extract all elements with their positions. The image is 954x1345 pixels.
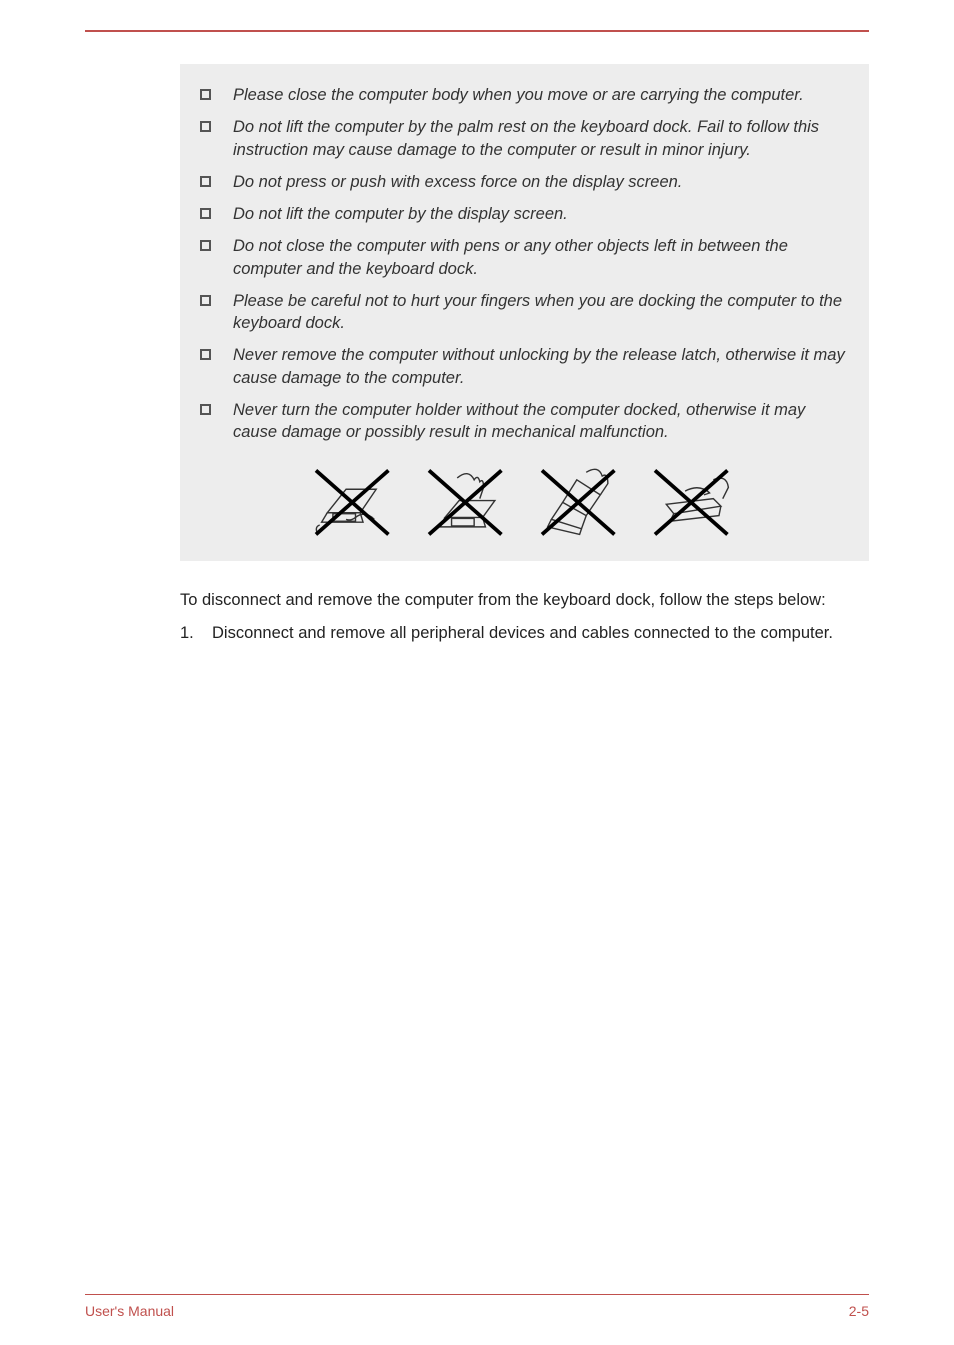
bullet-icon	[200, 349, 211, 360]
caution-text: Please close the computer body when you …	[233, 84, 849, 106]
bullet-icon	[200, 404, 211, 415]
intro-paragraph: To disconnect and remove the computer fr…	[180, 589, 869, 611]
list-item: Do not lift the computer by the display …	[200, 203, 849, 225]
step-text: Disconnect and remove all peripheral dev…	[212, 622, 869, 644]
caution-text: Do not lift the computer by the palm res…	[233, 116, 849, 161]
illustration-row	[200, 461, 849, 541]
list-item: Do not lift the computer by the palm res…	[200, 116, 849, 161]
illustration-lift-display	[534, 461, 629, 541]
caution-box: Please close the computer body when you …	[180, 64, 869, 561]
step-item: 1. Disconnect and remove all peripheral …	[180, 622, 869, 644]
list-item: Please close the computer body when you …	[200, 84, 849, 106]
step-number: 1.	[180, 622, 212, 644]
list-item: Never remove the computer without unlock…	[200, 344, 849, 389]
footer-left: User's Manual	[85, 1303, 174, 1319]
caution-text: Do not lift the computer by the display …	[233, 203, 849, 225]
caution-text: Please be careful not to hurt your finge…	[233, 290, 849, 335]
caution-text: Do not press or push with excess force o…	[233, 171, 849, 193]
bullet-icon	[200, 176, 211, 187]
list-item: Please be careful not to hurt your finge…	[200, 290, 849, 335]
list-item: Do not close the computer with pens or a…	[200, 235, 849, 280]
list-item: Do not press or push with excess force o…	[200, 171, 849, 193]
bullet-icon	[200, 295, 211, 306]
bullet-icon	[200, 89, 211, 100]
illustration-lift-palmrest	[421, 461, 516, 541]
caution-list: Please close the computer body when you …	[200, 84, 849, 443]
header-rule	[85, 30, 869, 32]
caution-text: Never remove the computer without unlock…	[233, 344, 849, 389]
page-footer: User's Manual 2-5	[85, 1294, 869, 1319]
illustration-carry-open	[308, 461, 403, 541]
caution-text: Do not close the computer with pens or a…	[233, 235, 849, 280]
footer-right: 2-5	[849, 1303, 869, 1319]
bullet-icon	[200, 121, 211, 132]
bullet-icon	[200, 208, 211, 219]
bullet-icon	[200, 240, 211, 251]
caution-text: Never turn the computer holder without t…	[233, 399, 849, 444]
list-item: Never turn the computer holder without t…	[200, 399, 849, 444]
illustration-turn-holder	[647, 461, 742, 541]
